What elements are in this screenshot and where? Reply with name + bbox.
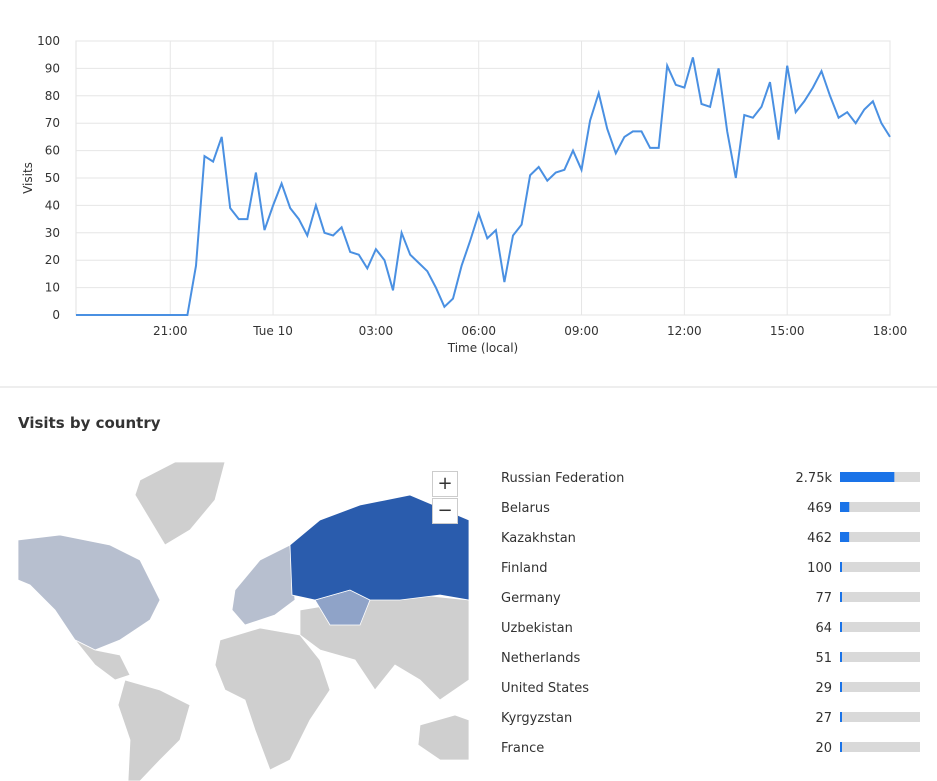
y-tick-label: 0 [52,308,60,322]
russia [289,494,469,601]
africa [214,627,331,771]
central-america [74,639,131,681]
country-value: 469 [807,501,832,516]
country-name: Finland [501,561,547,576]
bar [840,742,842,752]
y-tick-label: 10 [45,281,60,295]
bar [840,532,850,542]
bar [840,682,842,692]
south-america [117,679,191,781]
europe [231,544,296,626]
country-value: 27 [815,711,832,726]
country-name: Kazakhstan [501,531,576,546]
bar-track [840,562,920,572]
country-name: United States [501,681,589,696]
bar-track [840,682,920,692]
country-name: Germany [501,591,561,606]
x-tick-label: 21:00 [153,324,188,338]
bar-track [840,622,920,632]
x-tick-label: 06:00 [461,324,496,338]
bar-track [840,532,920,542]
y-tick-label: 40 [45,198,60,212]
bar-track [840,592,920,602]
country-value: 100 [807,561,832,576]
bar [840,562,842,572]
country-value: 64 [815,621,832,636]
x-tick-label: 15:00 [770,324,805,338]
country-value: 77 [815,591,832,606]
y-tick-label: 80 [45,89,60,103]
bar-track [840,712,920,722]
bar-track [840,502,920,512]
section-title: Visits by country [18,414,161,432]
bar [840,712,842,722]
country-name: Belarus [501,501,550,516]
zoom-out-button[interactable]: − [432,498,458,524]
y-axis-label: Visits [21,162,35,194]
x-tick-label: Tue 10 [252,324,293,338]
x-tick-label: 12:00 [667,324,702,338]
australia [417,714,469,761]
x-tick-label: 18:00 [873,324,908,338]
country-name: France [501,741,544,756]
bar [840,652,842,662]
y-tick-label: 100 [37,34,60,48]
country-value: 2.75k [796,471,833,486]
country-name: Kyrgyzstan [501,711,572,726]
north-america [18,534,161,651]
y-tick-label: 90 [45,61,60,75]
x-tick-label: 09:00 [564,324,599,338]
country-name: Russian Federation [501,471,624,486]
line-series [76,57,891,316]
country-value: 51 [815,651,832,666]
bar [840,502,850,512]
country-value: 29 [815,681,832,696]
x-axis-label: Time (local) [447,341,519,355]
country-name: Netherlands [501,651,580,666]
y-tick-label: 20 [45,253,60,267]
bar-track [840,742,920,752]
bar [840,622,842,632]
bar [840,592,842,602]
world-map [18,461,469,781]
y-tick-label: 60 [45,144,60,158]
country-value: 20 [815,741,832,756]
y-tick-label: 70 [45,116,60,130]
y-tick-label: 30 [45,226,60,240]
bar-track [840,652,920,662]
zoom-in-button[interactable]: + [432,471,458,497]
x-tick-label: 03:00 [359,324,394,338]
country-name: Uzbekistan [501,621,573,636]
greenland [134,461,226,546]
bar [840,472,895,482]
country-value: 462 [807,531,832,546]
y-tick-label: 50 [45,171,60,185]
